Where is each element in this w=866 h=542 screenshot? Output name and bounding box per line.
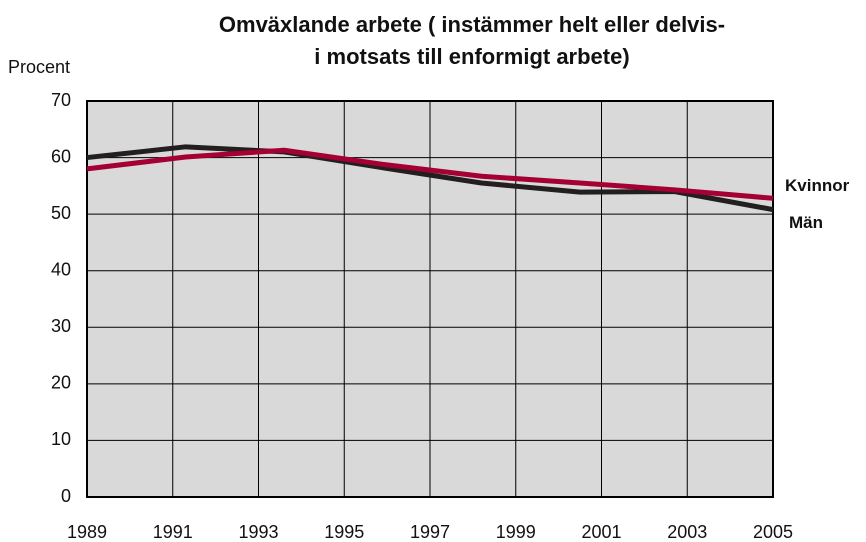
y-tick-label: 40 xyxy=(51,259,71,279)
line-series xyxy=(86,144,774,213)
y-axis-label: Procent xyxy=(8,57,70,77)
y-tick-label: 50 xyxy=(51,203,71,223)
plot-border xyxy=(86,100,774,498)
chart-title: Omväxlande arbete ( instämmer helt eller… xyxy=(219,12,725,37)
x-tick-label: 2001 xyxy=(581,522,621,542)
x-tick-label: 1999 xyxy=(496,522,536,542)
y-tick-label: 30 xyxy=(51,316,71,336)
x-tick-label: 1989 xyxy=(67,522,107,542)
y-tick-label: 70 xyxy=(51,90,71,110)
x-tick-label: 1997 xyxy=(410,522,450,542)
y-tick-label: 0 xyxy=(61,486,71,506)
x-tick-label: 1993 xyxy=(238,522,278,542)
y-tick-label: 10 xyxy=(51,429,71,449)
x-tick-label: 2003 xyxy=(667,522,707,542)
x-tick-label: 1995 xyxy=(324,522,364,542)
chart-title: i motsats till enformigt arbete) xyxy=(314,44,629,69)
series-label: Kvinnor xyxy=(785,176,850,195)
y-tick-label: 60 xyxy=(51,146,71,166)
line-series xyxy=(86,147,774,201)
y-tick-label: 20 xyxy=(51,373,71,393)
series-label: Män xyxy=(789,213,823,232)
x-tick-label: 1991 xyxy=(153,522,193,542)
x-tick-label: 2005 xyxy=(753,522,793,542)
